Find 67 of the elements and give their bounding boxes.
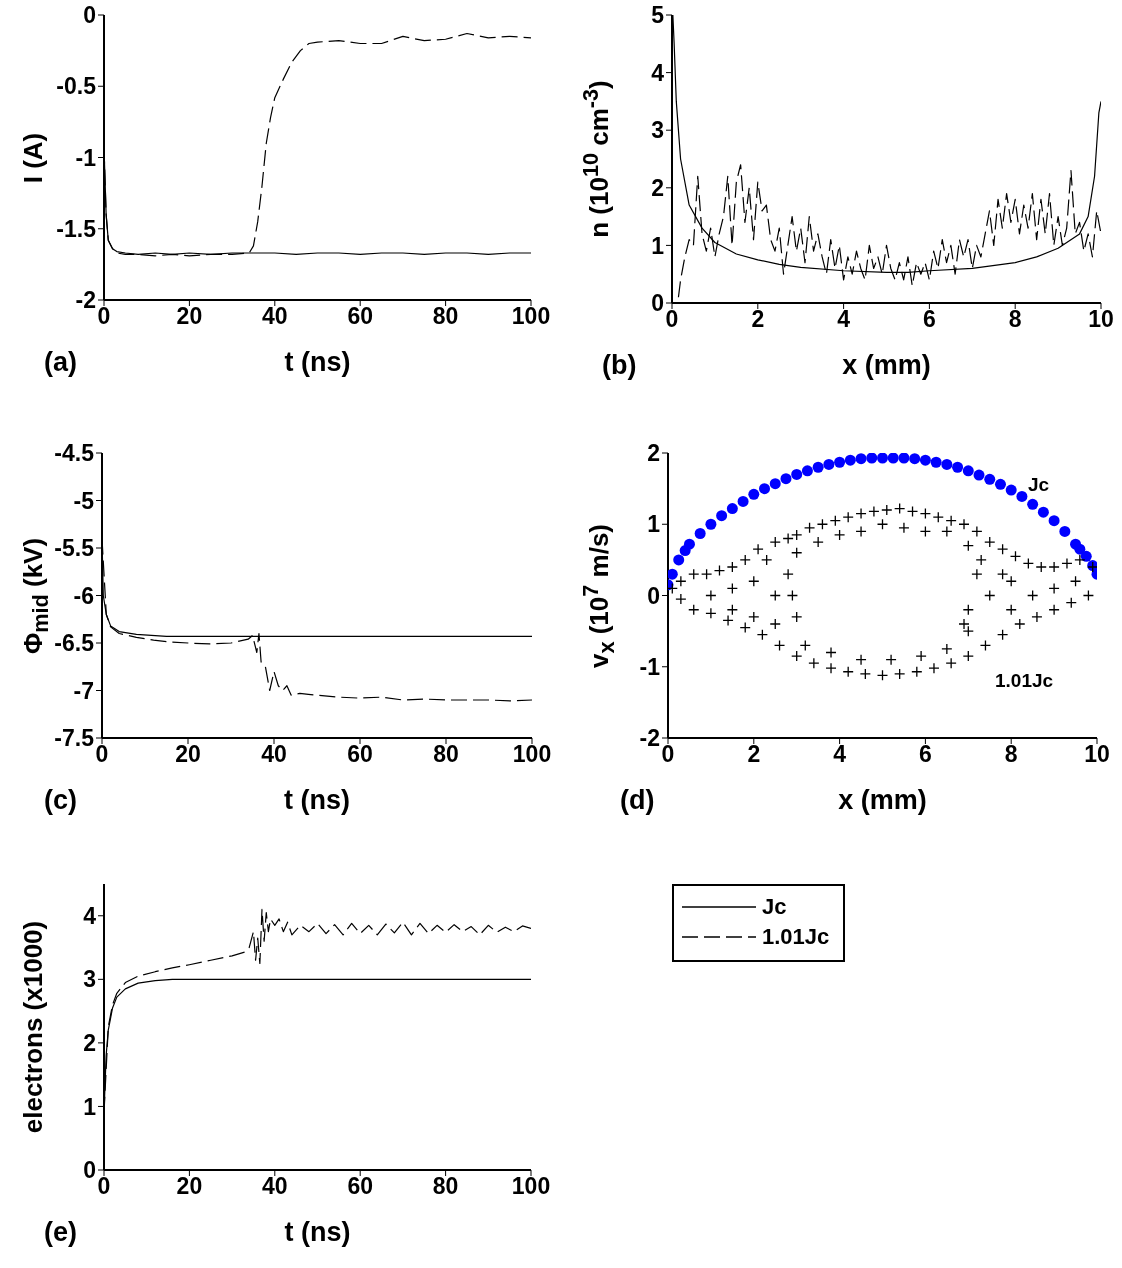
series-label: 1.01Jc <box>995 670 1054 692</box>
x-tick-label: 100 <box>512 741 552 768</box>
text: (e) <box>44 1217 77 1248</box>
y-tick-label: -5 <box>73 487 95 514</box>
x-tick-label: 8 <box>1004 741 1018 768</box>
y-tick-label: -6 <box>73 582 94 609</box>
x-axis-title: t (ns) <box>283 785 351 816</box>
y-tick-label: -5.5 <box>54 535 95 562</box>
text: (d) <box>620 785 655 816</box>
x-tick-label: 40 <box>262 303 288 330</box>
y-tick-label: 2 <box>651 174 664 201</box>
y-tick-label: -2 <box>639 725 660 752</box>
x-tick-label: 2 <box>747 741 761 768</box>
y-tick-label: 1 <box>647 511 661 538</box>
x-tick-label: 20 <box>176 1173 203 1200</box>
x-tick-label: 100 <box>511 1173 551 1200</box>
legend-label: Jc <box>762 894 787 920</box>
y-tick-label: 3 <box>651 117 664 144</box>
y-tick-label: -7.5 <box>54 725 95 752</box>
y-tick-label: 4 <box>83 902 97 929</box>
y-tick-label: -2 <box>75 287 96 314</box>
text: (a) <box>44 347 77 378</box>
y-tick-label: 3 <box>83 966 96 993</box>
y-tick-label: -1 <box>75 144 97 171</box>
x-axis-title: x (mm) <box>837 785 928 816</box>
x-axis-title: t (ns) <box>283 1217 352 1248</box>
x-tick-label: 40 <box>262 1173 288 1200</box>
y-tick-label: 2 <box>647 440 660 467</box>
x-tick-label: 80 <box>432 1173 459 1200</box>
y-tick-label: 2 <box>83 1030 96 1057</box>
y-tick-label: 0 <box>647 582 660 609</box>
y-tick-label: 1 <box>83 1093 97 1120</box>
y-tick-label: -1 <box>639 653 661 680</box>
x-tick-label: 80 <box>432 303 459 330</box>
y-tick-label: 0 <box>83 2 96 29</box>
x-tick-label: 10 <box>1088 306 1114 333</box>
y-axis-title: electrons (x1000) <box>18 919 49 1136</box>
text: (b) <box>602 350 637 381</box>
x-tick-label: 6 <box>919 741 932 768</box>
y-tick-label: -7 <box>73 677 94 704</box>
text: (c) <box>44 785 77 816</box>
series-label: Jc <box>1028 474 1050 496</box>
y-tick-label: -1.5 <box>56 215 97 242</box>
y-tick-label: -4.5 <box>54 440 95 467</box>
x-axis-title: x (mm) <box>841 350 932 381</box>
y-tick-label: 4 <box>651 59 665 86</box>
x-tick-label: 60 <box>347 1173 373 1200</box>
legend-label: 1.01Jc <box>762 924 830 950</box>
x-tick-label: 4 <box>833 741 847 768</box>
x-tick-label: 100 <box>511 303 551 330</box>
y-axis-title: I (A) <box>18 131 49 185</box>
x-tick-label: 2 <box>751 306 765 333</box>
x-axis-title: t (ns) <box>283 347 352 378</box>
y-tick-label: -0.5 <box>56 73 97 100</box>
x-tick-label: 4 <box>837 306 851 333</box>
x-tick-label: 60 <box>347 741 373 768</box>
x-tick-label: 40 <box>261 741 287 768</box>
x-tick-label: 20 <box>176 303 203 330</box>
x-tick-label: 8 <box>1008 306 1022 333</box>
y-tick-label: 1 <box>651 232 665 259</box>
x-tick-label: 80 <box>433 741 459 768</box>
x-tick-label: 60 <box>347 303 373 330</box>
y-tick-label: -6.5 <box>54 630 95 657</box>
x-tick-label: 6 <box>923 306 936 333</box>
y-tick-label: 5 <box>651 2 665 29</box>
x-tick-label: 10 <box>1084 741 1110 768</box>
x-tick-label: 20 <box>175 741 201 768</box>
